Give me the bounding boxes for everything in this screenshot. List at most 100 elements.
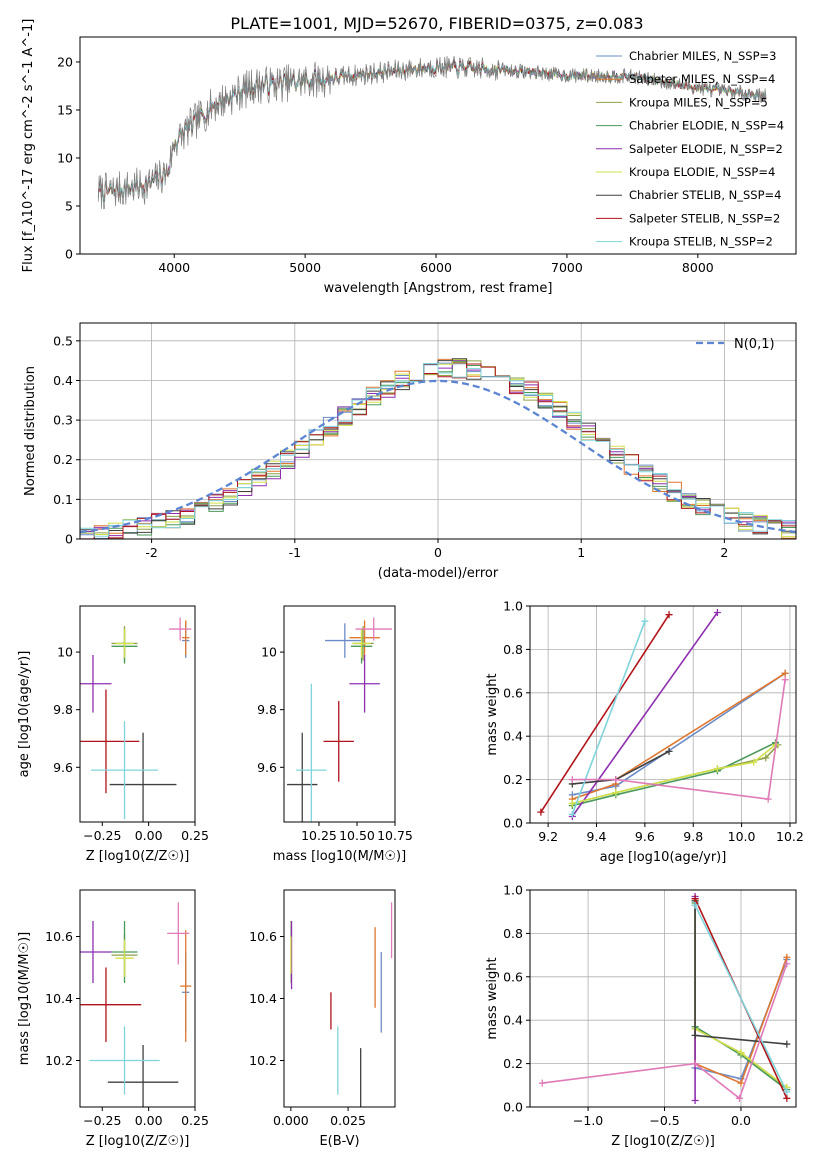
weight-line (572, 679, 786, 800)
errorbar-point-salpeter-miles (349, 620, 380, 655)
x-axis-label: (data-model)/error (378, 566, 499, 581)
weight-line (571, 612, 719, 817)
y-axis-label: Normed distribution (23, 366, 38, 496)
legend-entry: Kroupa ELODIE, N_SSP=4 (629, 165, 775, 179)
y-tick-label: 0.2 (503, 1056, 523, 1071)
errorbar-point-salpeter-stelib (80, 689, 140, 794)
weight-marker (612, 776, 620, 784)
errorbar-point-kroupa-elodie (115, 939, 134, 977)
errorbar-point-chabrier-miles (325, 623, 365, 658)
weight-line (572, 741, 776, 807)
errorbar-point-chabrier-stelib (107, 1045, 179, 1107)
y-axis-label: mass weight (485, 673, 500, 755)
x-tick-label: 9.4 (587, 829, 607, 844)
x-tick-label: 8000 (682, 260, 714, 275)
x-tick-label: 4000 (158, 260, 190, 275)
weight-marker (783, 1040, 791, 1048)
errorbar-point-salpeter-miles (182, 620, 190, 655)
x-tick-label: 5000 (289, 260, 321, 275)
x-tick-label: −0.5 (649, 1113, 679, 1128)
legend-entry: Kroupa STELIB, N_SSP=2 (629, 235, 773, 249)
y-tick-label: 0.3 (53, 413, 73, 428)
weight-series-kroupa-elodie (568, 741, 779, 807)
plot-area (80, 902, 192, 1107)
legend: Chabrier MILES, N_SSP=3 Salpeter MILES, N… (596, 49, 784, 249)
y-tick-label: 0.6 (503, 969, 523, 984)
x-tick-label: 0.00 (135, 828, 163, 843)
spectrum-data (97, 55, 767, 210)
y-tick-label: 9.6 (257, 760, 277, 775)
y-tick-label: 0.0 (503, 1100, 523, 1115)
axes-frame (283, 889, 396, 1108)
weight-series-chabrier-stelib (691, 897, 791, 1048)
weight-marker (641, 617, 649, 625)
plot-area (80, 617, 192, 822)
errorbar-point-salpeter-elodie (80, 921, 112, 983)
y-tick-label: 0.8 (503, 642, 523, 657)
weight-series-pink (538, 960, 791, 1102)
weight-series-salpeter-stelib (537, 611, 673, 816)
y-tick-label: 20 (57, 54, 73, 69)
legend: N(0,1) (696, 337, 775, 352)
weight-marker (713, 765, 721, 773)
legend-entry: N(0,1) (734, 337, 775, 352)
x-tick-label: 7000 (551, 260, 583, 275)
y-tick-label: 0.4 (53, 373, 73, 388)
errorbar-point-salpeter-elodie (80, 654, 112, 713)
weight-line (572, 672, 786, 796)
x-tick-label: 0 (434, 545, 442, 560)
y-tick-label: 10 (261, 645, 277, 660)
axes-frame (283, 605, 396, 823)
errorbar-point-kroupa-elodie (115, 629, 134, 658)
weight-marker (691, 1031, 699, 1039)
y-tick-label: 10.2 (45, 1053, 73, 1068)
legend-entry: Chabrier STELIB, N_SSP=4 (629, 188, 781, 202)
y-tick-label: 10.6 (45, 929, 73, 944)
errorbar-point-pink (167, 902, 190, 965)
weight-marker (665, 747, 673, 755)
gridlines (530, 605, 796, 824)
x-tick-label: 10.50 (339, 828, 375, 843)
plot-area (97, 55, 767, 210)
x-tick-label: 1 (577, 545, 585, 560)
y-tick-label: 0.2 (53, 452, 73, 467)
weight-marker (737, 1079, 745, 1087)
residual-hist-kroupa-stelib (80, 363, 796, 537)
axes-spectrum: 4000 5000 6000 7000 8000 0 5 10 15 20 wavelength [… (21, 19, 797, 296)
y-axis-label: age [log10(age/yr)] (17, 651, 32, 778)
x-tick-label: 0.00 (135, 1113, 163, 1128)
weight-series-chabrier-elodie (568, 739, 779, 810)
x-axis-label: age [log10(age/yr)] (600, 850, 727, 865)
errorbar-point-kroupa-stelib (91, 721, 158, 820)
y-tick-label: 0.2 (503, 772, 523, 787)
weight-marker (665, 611, 673, 619)
weight-marker (735, 1094, 743, 1102)
axes-age_vs_mass: 10.25 10.50 10.75 9.6 9.8 10 mass [log10(M/M☉)… (257, 605, 413, 864)
errorbar-point-kroupa-stelib (89, 1026, 160, 1095)
x-tick-label: 9.6 (635, 829, 655, 844)
x-tick-label: −0.25 (83, 828, 121, 843)
axes-mass_vs_Z: −0.25 0.00 0.25 10.2 10.4 10.6 Z [log10(Z/Z☉)]… (17, 889, 209, 1149)
axes-age_vs_Z: −0.25 0.00 0.25 9.6 9.8 10 Z [log10(Z/Z☉)] age … (17, 605, 209, 864)
plot-area (290, 902, 393, 1107)
legend-entry: Chabrier MILES, N_SSP=3 (629, 49, 776, 63)
weight-marker (781, 676, 789, 684)
x-tick-label: 2 (720, 545, 728, 560)
errorbar-point-pink (355, 617, 392, 641)
y-tick-label: 10.4 (249, 991, 277, 1006)
axes-weight_vs_Z: −1.0 −0.5 0.0 0.0 0.2 0.4 0.6 0.8 1.0 Z [log10(Z/… (485, 883, 797, 1149)
weight-marker (737, 1049, 745, 1057)
plot-area (287, 617, 392, 822)
y-tick-label: 0.4 (503, 1013, 523, 1028)
x-axis-label: wavelength [Angstrom, rest frame] (324, 281, 553, 296)
weight-marker (568, 776, 576, 784)
x-tick-label: 9.2 (538, 829, 558, 844)
y-tick-label: 10.4 (45, 991, 73, 1006)
weight-marker (568, 810, 576, 818)
y-tick-label: 0 (65, 532, 73, 547)
y-tick-label: 10 (57, 645, 73, 660)
x-tick-label: -2 (145, 545, 157, 560)
y-tick-label: 9.8 (257, 702, 277, 717)
y-tick-label: 0.5 (53, 333, 73, 348)
weight-marker (783, 1094, 791, 1102)
